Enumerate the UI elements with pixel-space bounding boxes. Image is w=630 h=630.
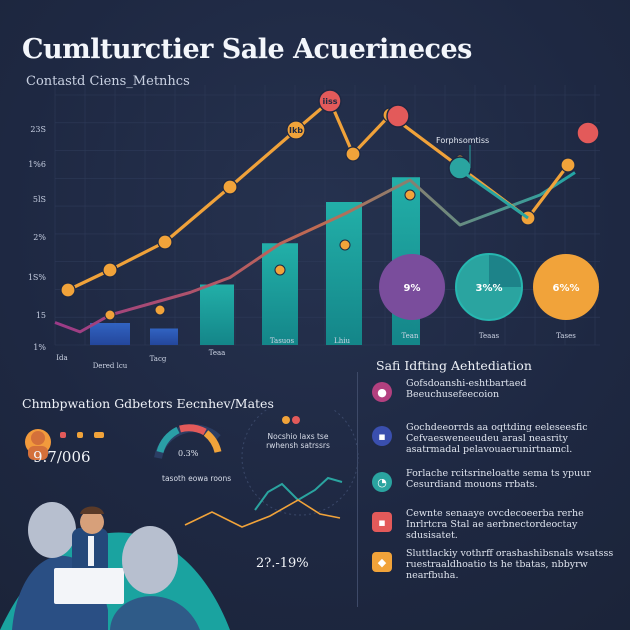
gauge-caption: tasoth eowa roons xyxy=(162,474,232,483)
x-tick-label: Teaa xyxy=(209,349,226,357)
rating-dots xyxy=(60,432,104,438)
x-tick-label: Tases xyxy=(556,332,576,340)
x-axis-ticks: Ida Dered lcu Tacg Teaa Tasuos Lhiu Tean Teaas T… xyxy=(56,332,576,370)
line-point xyxy=(339,239,351,251)
line-point xyxy=(274,264,286,276)
y-tick-label: 1% xyxy=(33,343,46,352)
team-illustration xyxy=(0,502,230,630)
comparison-title: Chmbpwation Gdbetors Eecnhev/Mates xyxy=(22,396,274,411)
line-point xyxy=(157,234,173,250)
list-item: ◔ Forlache rcitsrineloatte sema ts ypuur… xyxy=(372,468,622,508)
person-icon xyxy=(25,429,51,460)
donut xyxy=(533,254,599,320)
donut xyxy=(379,254,445,320)
point-label: iiss xyxy=(322,97,337,106)
x-tick-label: Teaas xyxy=(479,332,500,340)
line-point xyxy=(104,309,116,321)
footer-value: 2?.-19% xyxy=(256,556,309,571)
list-item: ▪ Cewnte senaaye ovcdecoeerba rerhe Inrl… xyxy=(372,508,622,548)
tag-icon: ◆ xyxy=(372,552,392,572)
gauge-chart xyxy=(154,424,222,459)
donut-label: 3%% xyxy=(476,283,503,294)
marker-bubble xyxy=(318,89,342,113)
comparison-graphics xyxy=(0,410,359,630)
x-tick-label: Tasuos xyxy=(270,337,295,345)
y-tick-label: 1%6 xyxy=(28,160,46,169)
sparkline-caption: Nocshio laxs tse rwhensh satrssrs xyxy=(266,432,330,450)
donut-label: 9% xyxy=(404,283,421,294)
gauge-value: 0.3% xyxy=(178,449,199,458)
teal-segment xyxy=(459,168,529,220)
people-value: 9.7/006 xyxy=(33,448,91,466)
point-label: Ikb xyxy=(289,126,303,135)
line-point xyxy=(154,304,166,316)
line-series: iiss Ikb xyxy=(54,89,600,334)
y-tick-label: 5lS xyxy=(33,195,46,204)
x-tick-label: Lhiu xyxy=(334,337,350,345)
y-tick-label: 15 xyxy=(36,311,46,320)
sparkline-chart xyxy=(241,410,359,516)
bar xyxy=(262,243,298,345)
chart-icon: ◔ xyxy=(372,472,392,492)
right-panel-title: Safi Idfting Aehtediation xyxy=(376,358,532,373)
bar xyxy=(90,323,130,345)
list-item: ● Gofsdoanshi-eshtbartaed Beeuchusefeeco… xyxy=(372,378,622,418)
x-tick-label: Ida xyxy=(56,354,67,362)
y-axis-ticks: 23S 1%6 5lS 2% 1S% 15 1% xyxy=(28,125,47,352)
donut-series: 9% 3%% 6%% xyxy=(379,253,599,321)
line-point xyxy=(60,282,76,298)
list-item: ▪ Gochdeeorrds aa oqttding eeleseesfic C… xyxy=(372,422,622,462)
x-tick-label: Tean xyxy=(402,332,419,340)
page-subtitle: Contastd Ciens_Metnhcs xyxy=(26,74,190,89)
line-point xyxy=(345,146,361,162)
donut-slice xyxy=(489,254,522,287)
x-tick-label: Tacg xyxy=(150,355,167,363)
line-point xyxy=(102,262,118,278)
bottom-line-chart xyxy=(184,499,341,528)
y-tick-label: 1S% xyxy=(28,273,47,282)
line-point xyxy=(404,189,416,201)
line-point xyxy=(560,157,576,173)
main-chart: 23S 1%6 5lS 2% 1S% 15 1% iiss Ikb Ida Dered lcu T… xyxy=(28,85,600,370)
page-title: Cumlturctier Sale Acuerineces xyxy=(22,34,472,65)
vertical-divider xyxy=(357,372,358,607)
donut-label: 6%% xyxy=(553,283,580,294)
y-tick-label: 2% xyxy=(33,233,46,242)
bar xyxy=(326,202,362,345)
y-tick-label: 23S xyxy=(30,125,46,134)
person-icon: ● xyxy=(372,382,392,402)
doc-icon: ▪ xyxy=(372,426,392,446)
chart-annotation: Forphsomtiss xyxy=(436,136,489,145)
list-item: ◆ Sluttlackiy vothrff orashashibsnals ws… xyxy=(372,548,622,588)
bar xyxy=(150,328,178,345)
bar xyxy=(200,284,234,345)
x-tick-label: Dered lcu xyxy=(93,362,128,370)
line-point xyxy=(286,120,306,140)
marker-bubble xyxy=(386,104,410,128)
marker-bubble xyxy=(576,121,600,145)
doc-icon: ▪ xyxy=(372,512,392,532)
line-point xyxy=(222,179,238,195)
donut-ring xyxy=(455,253,523,321)
